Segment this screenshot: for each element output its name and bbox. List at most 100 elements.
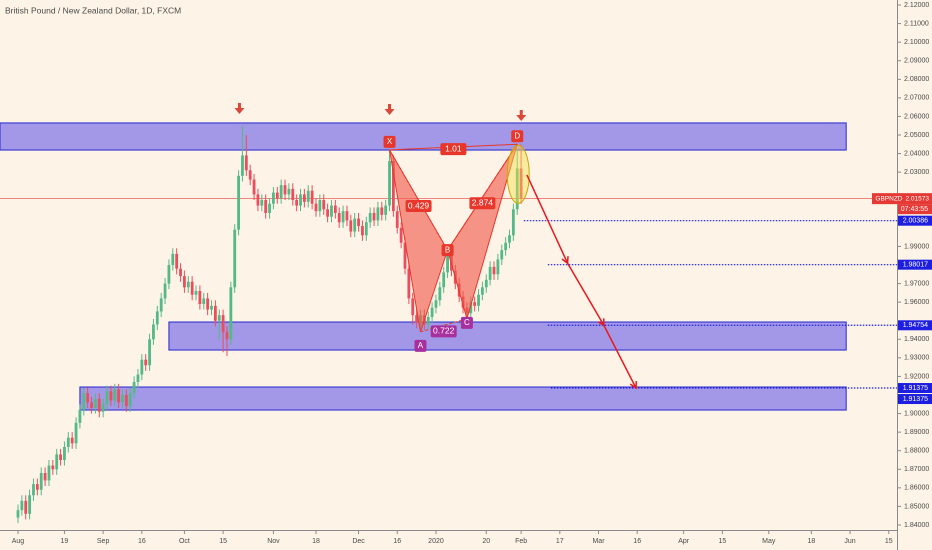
x-tick-label: 18 (312, 538, 320, 545)
level-label-box (898, 383, 932, 394)
y-tick-label: 1.87000 (904, 466, 929, 473)
candle-body (66, 437, 70, 447)
x-tick-label: 20 (482, 538, 490, 545)
ratio-label: 2.874 (472, 197, 494, 207)
x-tick-label: Feb (515, 538, 527, 545)
point-label: D (514, 131, 520, 140)
y-tick-label: 1.96000 (904, 299, 929, 306)
candle-body (310, 190, 314, 204)
candle-body (241, 155, 244, 176)
y-tick-label: 2.11000 (904, 20, 929, 27)
y-tick-label: 1.90000 (904, 410, 929, 417)
x-tick-label: Oct (179, 538, 190, 545)
x-tick-label: May (762, 538, 776, 545)
level-label: 1.94754 (903, 322, 928, 329)
last-price-box (872, 193, 932, 205)
candle-body (171, 253, 175, 265)
y-tick-label: 1.93000 (904, 355, 929, 362)
candle-body (43, 472, 47, 481)
candle-body (322, 200, 326, 210)
candle-body (244, 155, 248, 171)
x-tick-label: 16 (633, 538, 641, 545)
candle-body (376, 207, 380, 221)
level-label-box (898, 259, 932, 270)
candle-body (35, 484, 39, 490)
x-tick-label: 17 (556, 538, 564, 545)
y-tick-label: 2.06000 (904, 113, 929, 120)
candle-body (113, 389, 117, 401)
candle-body (175, 253, 179, 269)
candle-body (237, 175, 240, 230)
candle-body (16, 510, 20, 518)
candle-body (272, 192, 275, 204)
candle-body (140, 359, 144, 375)
countdown-box (898, 204, 932, 215)
candle-body (395, 211, 399, 228)
x-tick-label: Apr (678, 538, 690, 545)
candle-body (279, 185, 283, 199)
x-tick-label: Nov (267, 538, 280, 545)
candle-body (167, 265, 171, 284)
candle-body (306, 190, 310, 202)
candle-body (190, 281, 194, 295)
y-tick-label: 2.04000 (904, 150, 929, 157)
candle-body (78, 409, 82, 423)
y-tick-label: 1.92000 (904, 373, 929, 380)
candle-body (152, 324, 155, 340)
ratio-box (469, 197, 496, 210)
candle-body (183, 276, 186, 288)
candle-body (159, 298, 163, 312)
candle-body (39, 472, 43, 490)
candle-body (337, 213, 341, 223)
candle-body (368, 213, 372, 223)
candle-body (438, 287, 442, 301)
candle-body (225, 331, 229, 340)
ratio-box (430, 325, 457, 338)
candle-body (117, 389, 121, 403)
level-label-box (898, 394, 932, 405)
x-tick-label: 16 (138, 538, 146, 545)
candle-body (380, 207, 384, 215)
point-box (511, 130, 524, 143)
y-tick-label: 1.99000 (904, 243, 929, 250)
candle-body (194, 290, 198, 295)
candle-body (264, 200, 268, 214)
candle-body (349, 220, 353, 232)
point-label: A (418, 341, 424, 350)
candle-body (353, 218, 357, 232)
candle-body (93, 398, 97, 408)
ratio-box (405, 200, 432, 213)
candle-body (148, 339, 151, 366)
candle-body (260, 200, 264, 206)
point-box (414, 339, 427, 352)
x-tick-label: 15 (219, 538, 227, 545)
candle-body (326, 209, 329, 217)
candle-body (51, 465, 55, 470)
ratio-label: 0.722 (433, 326, 455, 336)
y-tick-label: 2.09000 (904, 58, 929, 65)
level-label: 2.00386 (903, 218, 928, 225)
level-label-box (898, 320, 932, 331)
candle-body (508, 235, 511, 243)
candle-body (275, 192, 279, 199)
level-label-box (898, 215, 932, 226)
candle-body (82, 393, 86, 410)
x-tick-label: Aug (12, 538, 25, 545)
candle-body (473, 302, 477, 306)
y-tick-label: 1.85000 (904, 503, 929, 510)
candle-body (128, 393, 132, 407)
zone (79, 386, 847, 411)
zone (168, 321, 847, 351)
candle-body (206, 298, 210, 310)
candle-body (28, 495, 32, 514)
candle-body (302, 194, 306, 202)
x-tick-label: 16 (393, 538, 401, 545)
point-label: C (464, 318, 470, 327)
x-tick-label: Sep (97, 538, 110, 545)
marker-arrow-head (234, 108, 245, 114)
candle-body (314, 203, 318, 212)
y-tick-label: 2.08000 (904, 76, 929, 83)
marker-arrow-stem (388, 104, 392, 109)
x-tick-label: 19 (61, 538, 69, 545)
